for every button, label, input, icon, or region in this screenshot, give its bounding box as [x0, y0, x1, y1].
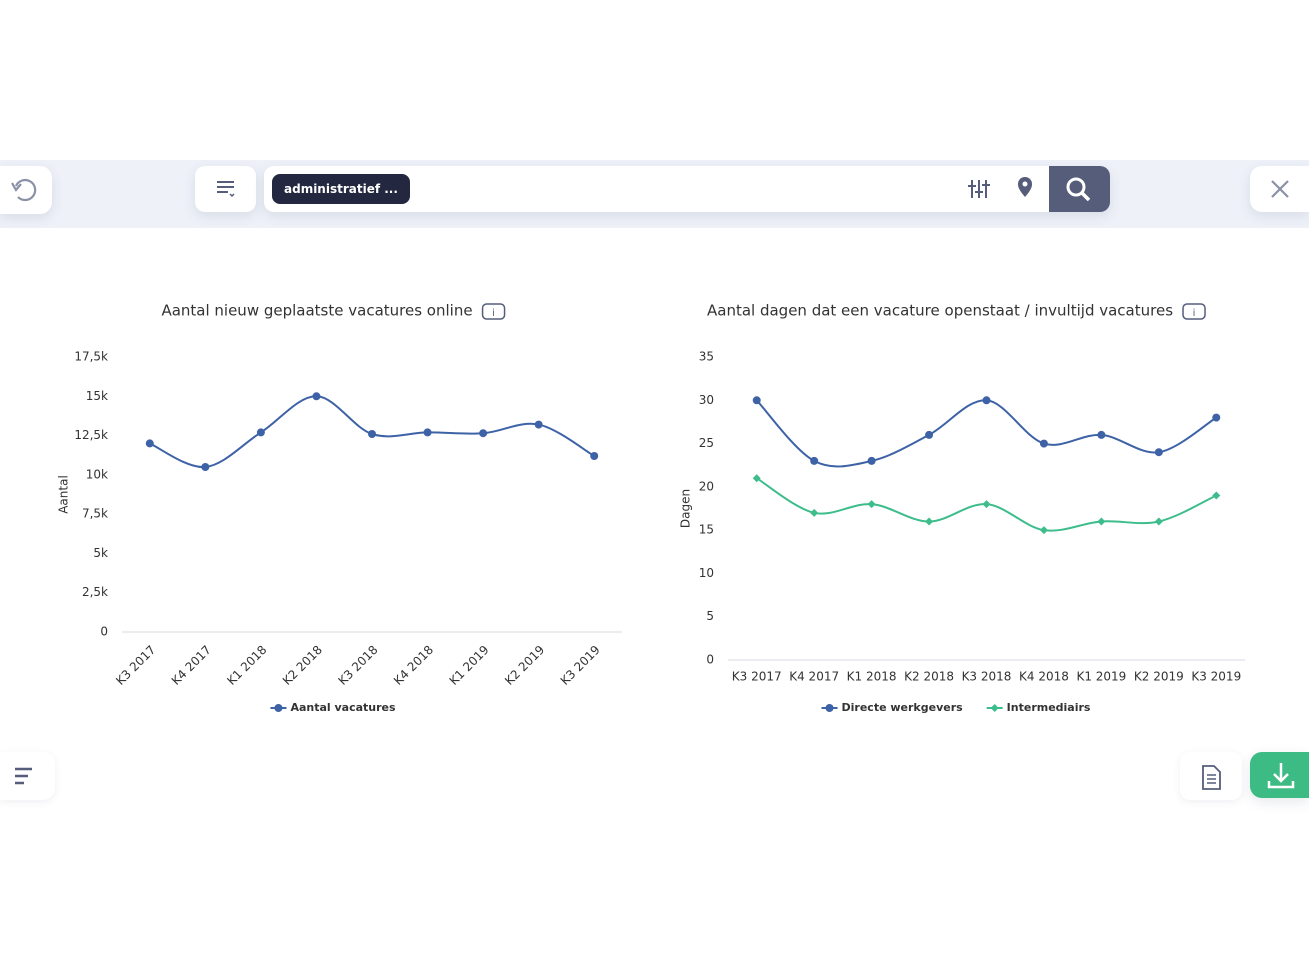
close-button[interactable] [1250, 166, 1309, 212]
x-tick-label: K1 2019 [447, 643, 492, 688]
search-bar[interactable] [264, 166, 1110, 212]
legend-marker [274, 704, 283, 712]
y-tick-label: 5k [93, 546, 108, 560]
y-tick-label: 2,5k [82, 585, 108, 599]
info-icon [481, 303, 506, 320]
data-point [810, 508, 819, 517]
data-point [1097, 430, 1106, 439]
y-tick-label: 17,5k [74, 350, 108, 364]
x-tick-label: K1 2018 [847, 670, 897, 684]
chart-title: Aantal nieuw geplaatste vacatures online [161, 302, 472, 320]
y-tick-label: 0 [100, 625, 108, 639]
data-point [256, 428, 265, 437]
data-point [590, 452, 599, 460]
y-tick-label: 15 [699, 523, 714, 537]
data-point [925, 517, 934, 526]
search-icons [968, 166, 1110, 212]
data-point [1039, 526, 1048, 535]
series-line [756, 477, 1217, 532]
data-point [312, 392, 321, 401]
y-tick-label: 20 [699, 479, 714, 493]
data-point [534, 420, 543, 429]
x-tick-label: K3 2019 [558, 643, 603, 688]
document-icon [1202, 765, 1221, 790]
undo-icon [11, 178, 37, 202]
data-point [982, 396, 991, 405]
close-icon [1271, 180, 1289, 198]
y-tick-label: 30 [699, 393, 714, 407]
y-tick-label: 15k [86, 389, 108, 403]
y-tick-label: 35 [699, 350, 714, 364]
data-point [1154, 517, 1163, 526]
data-point [368, 430, 376, 438]
info-icon [1182, 303, 1206, 320]
y-axis-label: Dagen [679, 489, 693, 528]
x-tick-label: K1 2019 [1076, 670, 1126, 684]
legend-label: Intermediairs [1007, 701, 1091, 714]
undo-button[interactable] [0, 166, 52, 214]
x-tick-label: K4 2017 [789, 670, 839, 684]
y-tick-label: 7,5k [82, 507, 108, 521]
document-button[interactable] [1180, 752, 1242, 800]
data-point [752, 396, 761, 405]
data-point [479, 429, 488, 438]
data-point [1212, 413, 1221, 422]
data-point [810, 456, 819, 465]
y-tick-label: 25 [699, 436, 714, 450]
series-line [149, 395, 595, 469]
x-tick-label: K1 2018 [224, 643, 269, 688]
filter-button[interactable] [195, 166, 256, 212]
y-tick-label: 0 [706, 653, 714, 667]
data-point [423, 428, 432, 437]
download-icon [1267, 763, 1295, 789]
x-tick-label: K2 2019 [502, 643, 547, 688]
legend-label: Directe werkgevers [842, 701, 964, 714]
data-point [1212, 491, 1221, 500]
x-tick-label: K4 2018 [1019, 670, 1069, 684]
search-chip[interactable]: administratief ... [272, 174, 410, 204]
x-tick-label: K2 2018 [904, 670, 954, 684]
y-tick-label: 5 [706, 609, 714, 623]
data-point [752, 474, 761, 483]
data-point [1154, 448, 1163, 457]
x-tick-label: K3 2018 [335, 643, 380, 688]
data-point [1097, 517, 1106, 526]
data-point [982, 500, 991, 509]
x-tick-label: K4 2018 [391, 643, 436, 688]
x-tick-label: K2 2018 [280, 643, 325, 688]
data-point [867, 500, 876, 509]
x-tick-label: K2 2019 [1134, 670, 1184, 684]
data-point [867, 456, 876, 465]
menu-button[interactable] [0, 752, 55, 800]
legend-marker [825, 704, 834, 712]
series-line [755, 399, 1217, 468]
data-point [201, 463, 210, 471]
legend-marker [990, 704, 999, 712]
y-tick-label: 10k [86, 467, 108, 481]
x-tick-label: K3 2017 [732, 670, 782, 684]
download-button[interactable] [1250, 752, 1309, 798]
info-icon-label: i [1193, 308, 1196, 319]
filter-icon [217, 181, 235, 198]
legend-label: Aantal vacatures [290, 701, 396, 714]
chart-title: Aantal dagen dat een vacature openstaat … [707, 302, 1173, 320]
y-tick-label: 12,5k [74, 428, 108, 442]
data-point [925, 430, 934, 439]
x-tick-label: K3 2018 [962, 670, 1012, 684]
info-icon-label: i [492, 308, 495, 319]
y-tick-label: 10 [699, 566, 714, 580]
x-tick-label: K3 2019 [1191, 670, 1241, 684]
data-point [1039, 439, 1048, 448]
y-axis-label: Aantal [57, 475, 71, 514]
data-point [145, 439, 154, 448]
x-tick-label: K3 2017 [113, 643, 158, 688]
x-tick-label: K4 2017 [169, 643, 214, 688]
menu-icon [15, 767, 32, 785]
